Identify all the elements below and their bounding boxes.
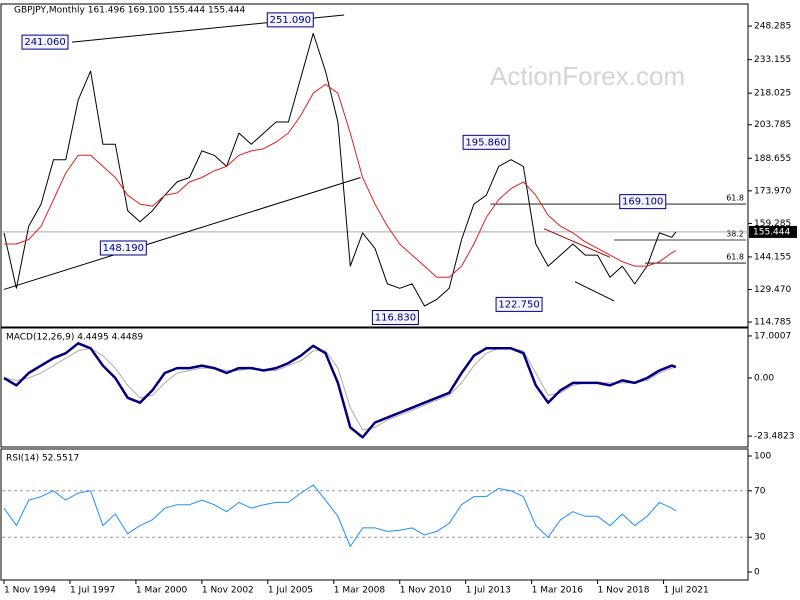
y-tick-label: 218.025 bbox=[754, 89, 791, 99]
panel-title: MACD(12,26,9) 4.4495 4.4489 bbox=[6, 333, 143, 343]
fib-label: 38.2 bbox=[726, 229, 744, 238]
y-tick-label: 159.285 bbox=[754, 219, 791, 229]
series-line bbox=[3, 342, 677, 439]
annotation-label: 195.860 bbox=[465, 137, 506, 148]
trendline bbox=[543, 228, 611, 258]
annotation-box bbox=[371, 310, 419, 326]
annotation-label: 251.090 bbox=[270, 15, 311, 26]
last-price-box bbox=[749, 225, 797, 238]
x-tick-label: 1 Jul 2013 bbox=[466, 586, 511, 596]
annotation-label: 116.830 bbox=[375, 313, 416, 324]
watermark: ActionForex.com bbox=[490, 61, 685, 91]
x-tick-label: 1 Mar 2000 bbox=[136, 586, 188, 596]
panel-frame bbox=[0, 327, 749, 448]
y-tick-label: 248.285 bbox=[754, 22, 791, 32]
panel-frame bbox=[0, 3, 749, 328]
x-tick-label: 1 Jul 1997 bbox=[70, 586, 115, 596]
annotation-label: 169.100 bbox=[622, 197, 663, 208]
x-tick-label: 1 Nov 2010 bbox=[400, 586, 452, 596]
x-tick-label: 1 Nov 2002 bbox=[202, 586, 254, 596]
annotation-label: 241.060 bbox=[24, 37, 65, 48]
y-tick-label: 100 bbox=[754, 452, 771, 462]
annotation-box bbox=[495, 296, 543, 312]
y-tick-label: 203.785 bbox=[754, 120, 791, 130]
annotation-box bbox=[21, 34, 69, 50]
y-tick-label: 188.655 bbox=[754, 154, 791, 164]
x-tick-label: 1 Mar 2016 bbox=[532, 586, 584, 596]
annotation-box bbox=[619, 194, 667, 210]
x-tick-label: 1 Jul 2021 bbox=[664, 586, 709, 596]
annotation-label: 122.750 bbox=[498, 299, 539, 310]
header: GBPJPY,Monthly 161.496 169.100 155.444 1… bbox=[14, 6, 245, 16]
trendline bbox=[3, 176, 361, 290]
fib-label: 61.8 bbox=[726, 253, 744, 262]
y-tick-label: 129.470 bbox=[754, 285, 791, 295]
annotation-label: 148.190 bbox=[103, 243, 144, 254]
annotation-box bbox=[266, 12, 314, 28]
y-tick-label: 173.970 bbox=[754, 186, 791, 196]
y-tick-label: 17.0007 bbox=[754, 331, 791, 341]
y-tick-label: 0 bbox=[754, 568, 760, 578]
x-tick-label: 1 Nov 1994 bbox=[4, 586, 56, 596]
x-tick-label: 1 Jul 2005 bbox=[268, 586, 313, 596]
x-tick-label: 1 Mar 2008 bbox=[334, 586, 386, 596]
panel-frame bbox=[0, 448, 749, 581]
y-tick-label: 233.155 bbox=[754, 55, 791, 65]
series-line bbox=[3, 32, 677, 307]
series-line bbox=[3, 484, 677, 547]
series-line bbox=[3, 347, 677, 431]
y-tick-label: 30 bbox=[754, 533, 766, 543]
y-tick-label: 70 bbox=[754, 486, 766, 496]
annotation-box bbox=[99, 240, 147, 256]
panel-title: RSI(14) 52.5517 bbox=[6, 454, 79, 464]
y-tick-label: -23.4823 bbox=[754, 432, 794, 442]
annotation-box bbox=[462, 134, 510, 150]
last-price-label: 155.444 bbox=[753, 227, 790, 237]
trendline bbox=[574, 281, 615, 302]
x-tick-label: 1 Nov 2018 bbox=[598, 586, 650, 596]
y-tick-label: 114.785 bbox=[754, 318, 791, 328]
y-tick-label: 0.00 bbox=[754, 373, 774, 383]
y-tick-label: 144.155 bbox=[754, 252, 791, 262]
fib-label: 61.8 bbox=[726, 194, 744, 203]
series-line bbox=[4, 83, 677, 278]
